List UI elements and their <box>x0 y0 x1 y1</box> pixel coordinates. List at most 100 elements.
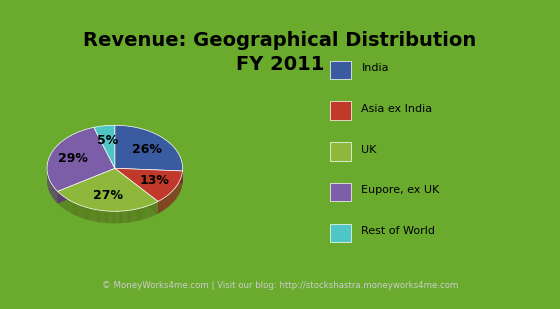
Polygon shape <box>134 209 136 222</box>
Polygon shape <box>88 208 89 220</box>
Polygon shape <box>64 197 66 210</box>
Polygon shape <box>142 207 143 220</box>
Polygon shape <box>76 204 77 216</box>
Polygon shape <box>130 210 131 222</box>
Polygon shape <box>79 205 80 217</box>
Polygon shape <box>84 206 85 219</box>
Polygon shape <box>113 211 114 223</box>
Polygon shape <box>132 210 133 222</box>
Polygon shape <box>78 204 79 217</box>
Text: India: India <box>362 63 389 73</box>
Polygon shape <box>118 211 119 223</box>
Polygon shape <box>143 207 144 219</box>
Polygon shape <box>57 191 58 203</box>
Polygon shape <box>123 211 124 223</box>
Polygon shape <box>152 204 153 216</box>
Polygon shape <box>89 208 90 220</box>
Polygon shape <box>63 196 64 209</box>
PathPatch shape <box>47 127 115 191</box>
Polygon shape <box>99 210 100 222</box>
Polygon shape <box>100 210 101 222</box>
Text: 27%: 27% <box>93 189 123 202</box>
Polygon shape <box>121 211 122 223</box>
Polygon shape <box>151 204 152 217</box>
Polygon shape <box>125 211 127 223</box>
Polygon shape <box>95 209 96 222</box>
Polygon shape <box>72 202 73 214</box>
Bar <box>330 183 351 201</box>
Text: © MoneyWorks4me.com | Visit our blog: http://stockshastra.moneyworks4me.com: © MoneyWorks4me.com | Visit our blog: ht… <box>102 281 458 290</box>
Polygon shape <box>136 209 137 221</box>
Polygon shape <box>87 208 88 220</box>
Polygon shape <box>144 207 146 219</box>
Polygon shape <box>80 205 81 218</box>
Polygon shape <box>140 208 141 220</box>
Polygon shape <box>58 168 115 203</box>
Polygon shape <box>77 204 78 216</box>
Polygon shape <box>59 193 60 206</box>
Polygon shape <box>127 210 128 223</box>
Polygon shape <box>106 211 107 223</box>
Polygon shape <box>101 210 102 223</box>
Polygon shape <box>115 168 158 214</box>
Polygon shape <box>133 210 134 222</box>
PathPatch shape <box>115 168 183 201</box>
Polygon shape <box>58 168 115 203</box>
Polygon shape <box>96 210 97 222</box>
Polygon shape <box>109 211 110 223</box>
Polygon shape <box>102 210 104 223</box>
Text: Revenue: Geographical Distribution
FY 2011: Revenue: Geographical Distribution FY 20… <box>83 31 477 74</box>
Polygon shape <box>148 205 150 218</box>
PathPatch shape <box>94 125 115 168</box>
Polygon shape <box>131 210 132 222</box>
Polygon shape <box>75 203 76 216</box>
Polygon shape <box>146 206 147 218</box>
Polygon shape <box>55 189 57 202</box>
PathPatch shape <box>58 168 158 211</box>
Bar <box>330 142 351 161</box>
Polygon shape <box>83 206 84 219</box>
Polygon shape <box>68 199 69 212</box>
Polygon shape <box>81 205 82 218</box>
Polygon shape <box>116 211 118 223</box>
Polygon shape <box>129 210 130 222</box>
Text: 5%: 5% <box>97 134 119 147</box>
Bar <box>330 224 351 242</box>
Polygon shape <box>119 211 120 223</box>
Polygon shape <box>74 203 75 215</box>
Polygon shape <box>54 188 55 201</box>
Polygon shape <box>105 211 106 223</box>
Polygon shape <box>66 198 67 211</box>
Polygon shape <box>82 206 83 218</box>
Polygon shape <box>73 202 74 215</box>
Polygon shape <box>122 211 123 223</box>
Polygon shape <box>111 211 113 223</box>
Text: 13%: 13% <box>139 175 169 188</box>
Text: 26%: 26% <box>132 143 162 156</box>
Polygon shape <box>141 208 142 220</box>
Polygon shape <box>86 207 87 220</box>
Text: Asia ex India: Asia ex India <box>362 104 433 114</box>
Polygon shape <box>139 208 140 221</box>
Polygon shape <box>150 205 151 217</box>
Polygon shape <box>94 209 95 222</box>
Polygon shape <box>115 168 183 183</box>
Polygon shape <box>147 205 148 218</box>
Polygon shape <box>114 211 115 223</box>
Polygon shape <box>58 192 59 205</box>
Polygon shape <box>110 211 111 223</box>
Polygon shape <box>60 194 61 206</box>
Polygon shape <box>138 209 139 221</box>
Polygon shape <box>67 199 68 211</box>
Polygon shape <box>115 168 183 183</box>
Polygon shape <box>85 207 86 219</box>
Polygon shape <box>115 168 158 214</box>
Polygon shape <box>124 211 125 223</box>
Polygon shape <box>107 211 108 223</box>
Polygon shape <box>71 201 72 214</box>
Polygon shape <box>128 210 129 222</box>
Polygon shape <box>61 194 62 207</box>
Text: Rest of World: Rest of World <box>362 226 436 236</box>
Text: Eupore, ex UK: Eupore, ex UK <box>362 185 440 195</box>
Polygon shape <box>97 210 98 222</box>
